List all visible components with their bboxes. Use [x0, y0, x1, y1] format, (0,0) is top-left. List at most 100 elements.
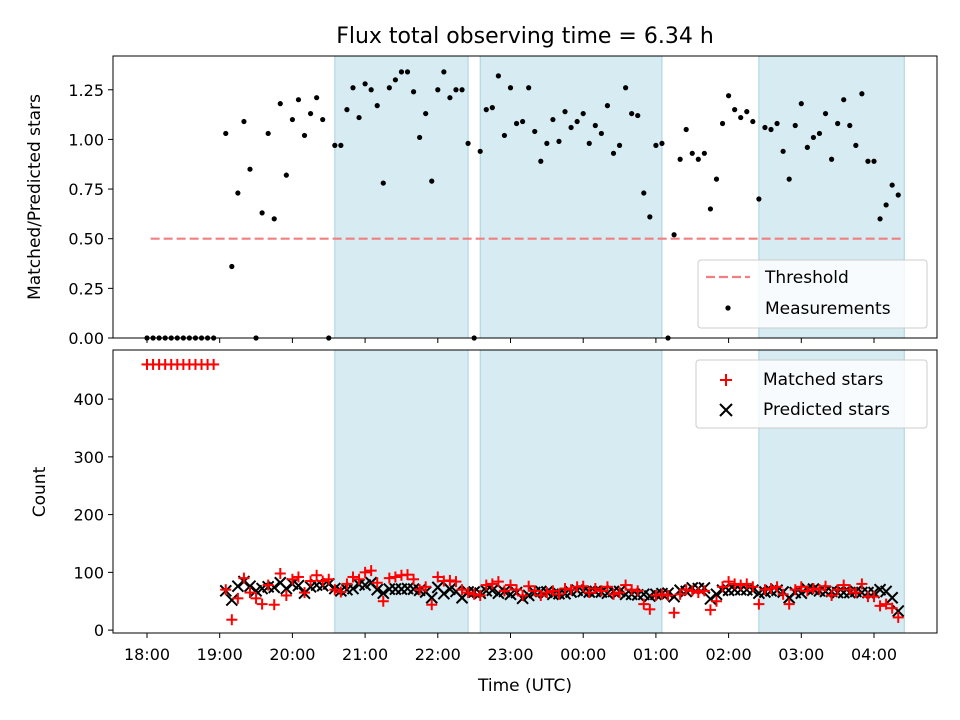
predicted-star-marker [425, 591, 438, 604]
measurement-point [477, 148, 483, 154]
legend-threshold-label: Threshold [764, 268, 849, 288]
measurement-point [447, 95, 453, 101]
matched-star-marker [232, 592, 244, 604]
matched-star-marker [414, 584, 426, 596]
matched-star-marker [704, 604, 716, 616]
matched-star-marker [698, 585, 710, 597]
measurement-point [429, 178, 435, 184]
measurement-point [598, 130, 604, 137]
measurement-point [344, 107, 350, 113]
measurement-point [332, 142, 338, 148]
measurement-point [374, 103, 380, 109]
measurement-point [507, 85, 514, 91]
measurement-point [647, 214, 653, 220]
matched-star-marker [244, 587, 256, 599]
measurement-point [695, 156, 701, 162]
legend-predicted-label: Predicted stars [763, 400, 890, 420]
measurement-point [804, 144, 810, 150]
matched-star-marker [832, 584, 844, 596]
measurement-point [568, 124, 574, 131]
predicted-star-marker [243, 580, 257, 593]
matched-star-marker [547, 585, 559, 597]
matched-star-marker [892, 611, 904, 623]
top-y-tick-label: 0.75 [68, 180, 104, 199]
matched-star-marker [589, 583, 601, 595]
measurement-point [513, 120, 520, 127]
matched-star-marker [656, 588, 668, 600]
matched-star-marker [323, 573, 335, 585]
measurement-point [562, 109, 568, 115]
matched-star-marker [262, 579, 274, 591]
matched-star-marker [383, 572, 395, 584]
top-y-tick-label: 0.25 [68, 279, 104, 298]
measurement-point [635, 112, 641, 119]
measurement-point [713, 176, 720, 182]
legend-matched-label: Matched stars [763, 370, 883, 390]
matched-star-marker [777, 588, 789, 600]
matched-star-marker [614, 587, 626, 599]
measurement-point [792, 122, 798, 129]
measurement-point [241, 118, 247, 125]
matched-star-marker [765, 583, 777, 595]
matched-star-marker [492, 576, 504, 588]
predicted-star-marker [371, 583, 384, 596]
measurement-point [459, 87, 465, 93]
measurement-point [810, 134, 817, 141]
measurement-point [483, 107, 489, 113]
matched-star-marker [256, 598, 268, 610]
predicted-star-stroke [274, 576, 287, 589]
measurement-point [756, 196, 762, 202]
measurement-point [798, 101, 804, 107]
x-tick-label: 01:00 [633, 645, 679, 664]
measurement-point [580, 110, 586, 117]
measurement-point [271, 216, 277, 222]
measurement-point [265, 130, 271, 137]
matched-star-marker [268, 599, 280, 611]
measurement-point [465, 140, 471, 146]
predicted-star-stroke [710, 588, 723, 601]
matched-star-marker [529, 585, 541, 597]
measurement-point [883, 202, 889, 208]
measurement-point [592, 122, 598, 129]
bottom-y-ticks: 0 100 200 300 400 [73, 390, 113, 640]
measurement-point [520, 118, 526, 125]
measurement-point [853, 142, 859, 148]
matched-stars-points [141, 358, 904, 626]
matched-star-marker [341, 578, 353, 590]
predicted-star-marker [704, 592, 717, 606]
predicted-star-stroke [879, 585, 893, 598]
predicted-star-marker [268, 581, 281, 594]
predicted-star-marker [885, 591, 899, 604]
measurement-point [247, 166, 253, 172]
measurement-point [386, 85, 392, 91]
matched-star-marker [886, 602, 898, 614]
predicted-star-marker [486, 584, 499, 597]
matched-star-marker [595, 585, 607, 597]
matched-star-marker [880, 598, 892, 610]
matched-star-marker [329, 584, 341, 596]
top-shaded-interval-2 [480, 56, 662, 338]
top-y-tick-label: 0.00 [68, 329, 104, 348]
matched-star-marker [420, 581, 432, 593]
predicted-star-stroke [437, 587, 451, 600]
x-tick-label: 03:00 [778, 645, 824, 664]
measurement-point [653, 142, 659, 148]
measurement-point [877, 216, 883, 222]
matched-star-marker [607, 588, 619, 600]
measurement-point [368, 87, 374, 93]
matched-star-marker [317, 575, 329, 587]
matched-star-marker [668, 607, 680, 619]
measurement-point [707, 206, 714, 212]
measurement-point [623, 85, 629, 91]
bottom-legend: Matched stars Predicted stars [695, 359, 928, 429]
predicted-star-stroke [243, 580, 257, 593]
matched-star-marker [347, 571, 359, 583]
x-axis-label: Time (UTC) [477, 676, 572, 696]
measurement-point [423, 110, 429, 117]
matched-star-marker [638, 598, 650, 610]
matched-star-marker [644, 603, 656, 615]
legend-measurements-swatch [725, 305, 731, 311]
matched-star-marker [444, 574, 456, 586]
predicted-star-marker [225, 593, 239, 607]
measurement-point [689, 150, 695, 156]
